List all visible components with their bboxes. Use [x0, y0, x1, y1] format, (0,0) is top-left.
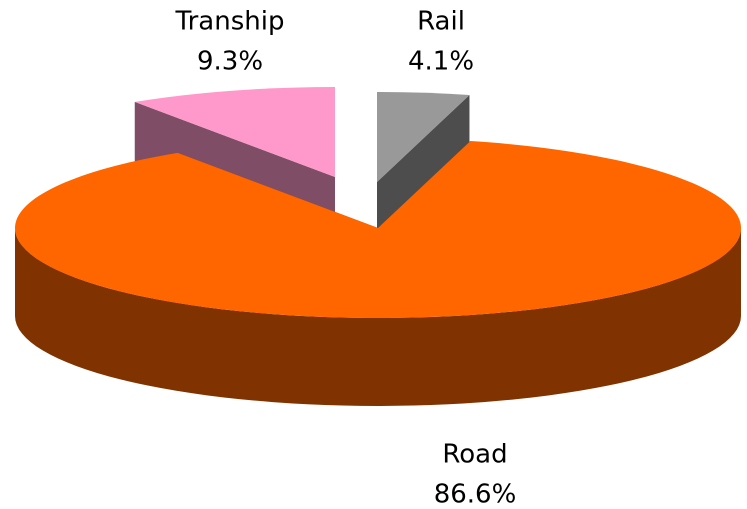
slice-outer-side	[15, 228, 741, 406]
slice-label: Tranship	[175, 7, 285, 37]
slice-value-label: 4.1%	[408, 47, 474, 77]
slice	[134, 87, 335, 177]
slice-value-label: 9.3%	[197, 47, 263, 77]
slice-value-label: 86.6%	[434, 480, 517, 509]
slice-label: Road	[442, 440, 507, 470]
slice-label: Rail	[417, 7, 465, 37]
slice	[377, 92, 470, 182]
slice	[15, 140, 741, 318]
